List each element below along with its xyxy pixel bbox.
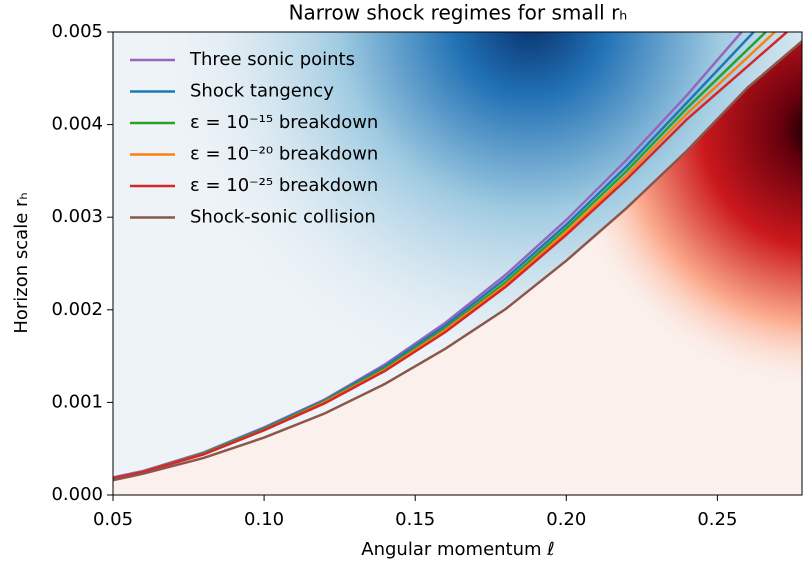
legend-label: Shock-sonic collision xyxy=(190,207,376,228)
y-tick-label: 0.002 xyxy=(51,299,103,320)
series-lines xyxy=(113,32,802,482)
x-tick-label: 0.05 xyxy=(93,509,133,530)
x-tick-label: 0.15 xyxy=(395,509,435,530)
y-tick-label: 0.001 xyxy=(51,391,103,412)
chart-title: Narrow shock regimes for small rₕ xyxy=(289,1,628,25)
legend-label: ε = 10⁻²⁵ breakdown xyxy=(190,175,378,196)
series-line xyxy=(113,32,788,480)
y-axis-label: Horizon scale rₕ xyxy=(11,192,32,333)
legend-label: Three sonic points xyxy=(189,49,355,70)
legend-label: ε = 10⁻²⁰ breakdown xyxy=(190,144,378,165)
x-tick-label: 0.10 xyxy=(244,509,284,530)
legend-label: ε = 10⁻¹⁵ breakdown xyxy=(190,112,378,133)
y-tick-label: 0.004 xyxy=(51,114,103,135)
y-tick-label: 0.000 xyxy=(51,484,103,505)
x-tick-label: 0.20 xyxy=(546,509,586,530)
plot-frame xyxy=(112,31,803,496)
y-tick-label: 0.003 xyxy=(51,206,103,227)
y-tick-label: 0.005 xyxy=(51,21,103,42)
legend-label: Shock tangency xyxy=(190,81,334,102)
x-axis-label: Angular momentum ℓ xyxy=(361,539,554,560)
series-line xyxy=(113,40,802,482)
x-tick-label: 0.25 xyxy=(697,509,737,530)
